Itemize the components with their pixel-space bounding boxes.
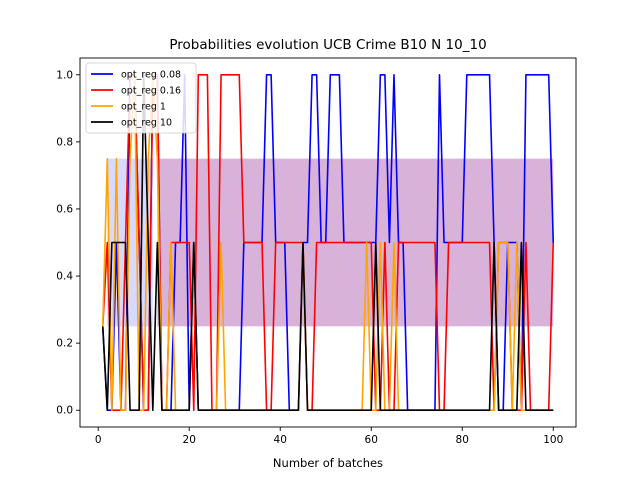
- legend: opt_reg 0.08 opt_reg 0.16 opt_reg 1 opt_reg…: [85, 62, 197, 134]
- x-tick-label: 60: [365, 434, 378, 446]
- series-line-3: [101, 73, 554, 412]
- x-axis-title: Number of batches: [273, 456, 383, 470]
- legend-label-3: opt_reg 10: [121, 118, 172, 129]
- x-tick-label: 100: [543, 434, 563, 446]
- x-tick-label: 80: [456, 434, 469, 446]
- y-tick-label: 0.0: [56, 405, 73, 417]
- x-tick-label: 20: [183, 434, 196, 446]
- x-tick-label: 0: [95, 434, 102, 446]
- legend-label-2: opt_reg 1: [121, 102, 166, 113]
- y-tick-label: 1.0: [56, 69, 73, 81]
- axes-frame: [79, 57, 577, 428]
- legend-label-0: opt_reg 0.08: [121, 70, 181, 81]
- legend-box: [85, 62, 197, 134]
- chart-title: Probabilities evolution UCB Crime B10 N …: [169, 37, 486, 53]
- y-axis-ticks: 0.0 0.2 0.4 0.6 0.8 1.0: [56, 69, 80, 417]
- x-tick-label: 40: [274, 434, 287, 446]
- y-tick-label: 0.6: [56, 203, 73, 215]
- y-tick-label: 0.8: [56, 136, 73, 148]
- legend-label-1: opt_reg 0.16: [121, 86, 181, 97]
- x-axis-ticks: 0 20 40 60 80 100: [95, 427, 563, 446]
- y-tick-label: 0.4: [56, 271, 73, 283]
- y-tick-label: 0.2: [56, 338, 73, 350]
